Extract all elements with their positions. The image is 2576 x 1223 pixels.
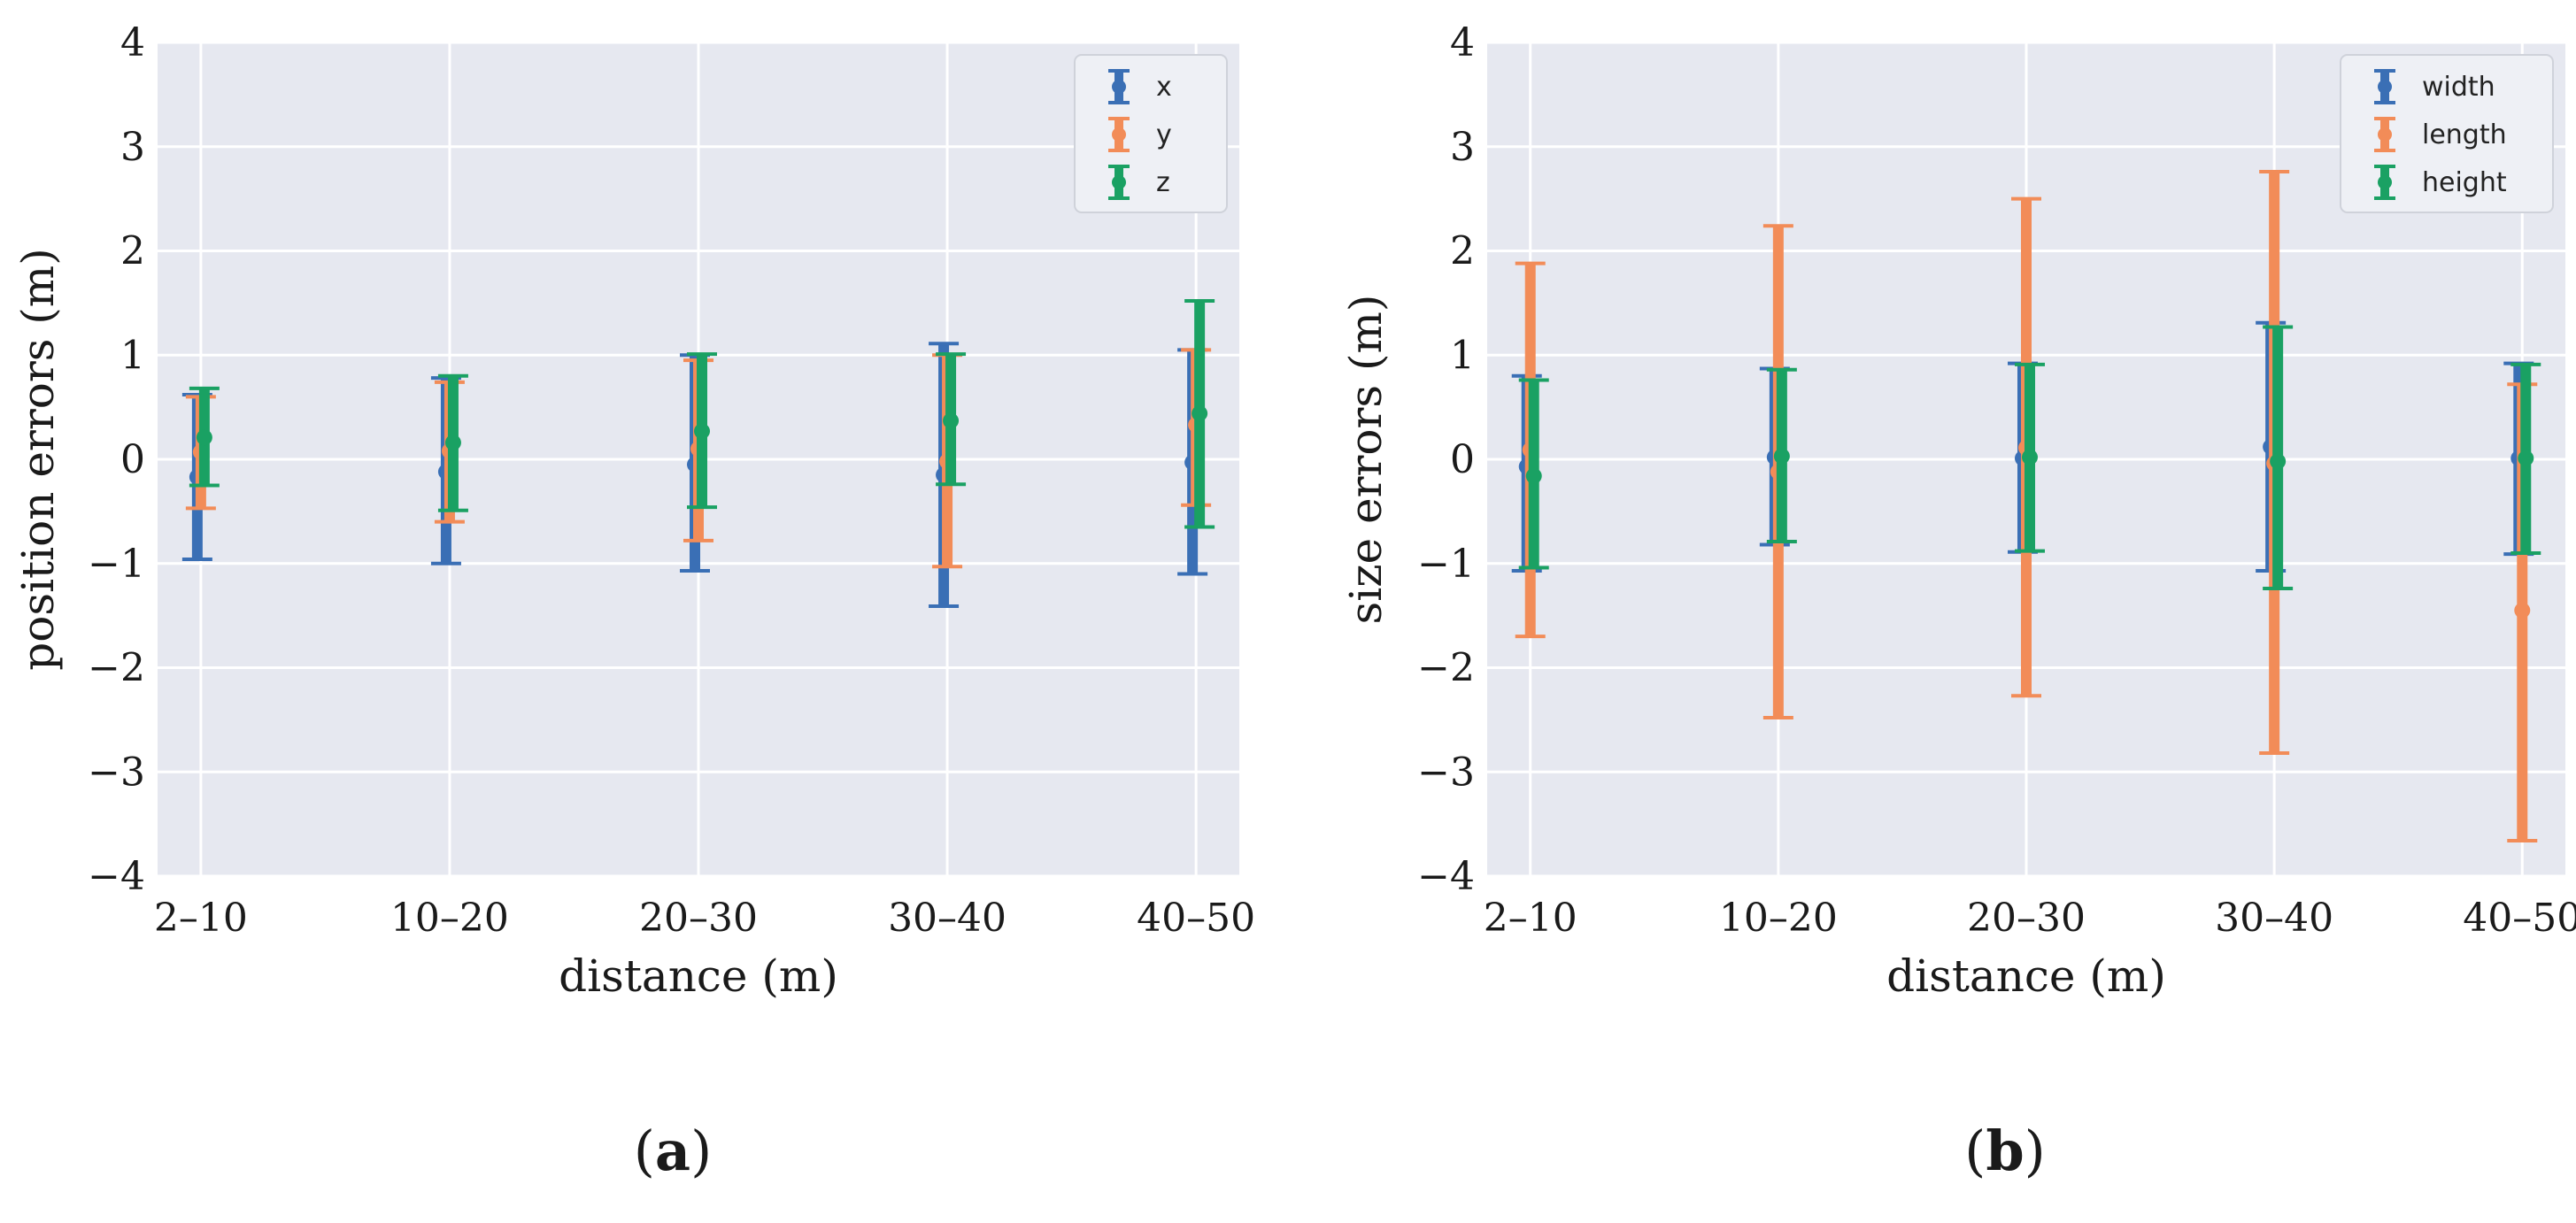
legend: xyz — [1074, 54, 1228, 213]
errorbar-z — [437, 373, 468, 512]
y-axis-label: size errors (m) — [1340, 295, 1392, 625]
legend-box — [2340, 54, 2554, 213]
y-tick-label: −2 — [1417, 646, 1475, 691]
legend-item-y: y — [1108, 117, 1172, 152]
y-tick-label: 0 — [120, 437, 145, 482]
errorbar-z — [1184, 299, 1215, 529]
y-tick-label: 1 — [120, 333, 145, 378]
data-point-z — [444, 435, 461, 451]
errorbar-z — [189, 386, 220, 488]
data-point-z — [1192, 405, 1208, 422]
y-tick-label: 2 — [120, 229, 145, 274]
legend-marker-dot — [2378, 175, 2392, 189]
errorbar-z — [687, 352, 717, 510]
data-point-height — [2022, 449, 2038, 465]
x-tick-label: 40–50 — [1137, 896, 1255, 941]
y-tick-label: −4 — [88, 854, 145, 899]
panel-a: −4 −3 −2 −1 0 1 2 3 4 2–10 10–20 20–30 30–40 40–50 dis… — [12, 20, 1255, 1183]
errorbar-height — [1766, 367, 1797, 544]
y-tick-label: −1 — [1417, 542, 1475, 587]
data-point-height — [1773, 448, 1790, 465]
y-tick-label: 2 — [1450, 229, 1475, 274]
x-tick-label: 2–10 — [1484, 896, 1577, 941]
legend-label: length — [2422, 119, 2507, 150]
data-point-height — [2270, 453, 2287, 470]
x-tick-label: 30–40 — [2215, 896, 2333, 941]
legend-marker-dot — [1112, 80, 1126, 94]
legend-label: z — [1156, 167, 1170, 198]
x-tick-label: 20–30 — [639, 896, 758, 941]
x-axis-label: distance (m) — [559, 950, 838, 1002]
errorbar-height — [1518, 378, 1549, 570]
y-tick-label: 3 — [120, 125, 145, 170]
errorbar-height — [2015, 362, 2045, 553]
x-tick-label: 30–40 — [888, 896, 1006, 941]
legend-marker-dot — [2378, 80, 2392, 94]
legend-item-height: height — [2374, 165, 2507, 200]
errorbar-z — [936, 352, 967, 487]
y-tick-label: 4 — [120, 20, 145, 65]
x-tick-label: 10–20 — [1719, 896, 1838, 941]
errorbar-height — [2510, 362, 2541, 555]
data-point-height — [1525, 467, 1542, 484]
legend-marker-dot — [1112, 175, 1126, 189]
y-tick-label: 0 — [1450, 437, 1475, 482]
legend-marker-dot — [1112, 127, 1126, 142]
legend: width length height — [2340, 54, 2554, 213]
legend-item-length: length — [2374, 117, 2507, 152]
y-tick-label: −1 — [88, 542, 145, 587]
y-tick-label: 4 — [1450, 20, 1475, 65]
panel-caption: (b) — [1964, 1119, 2046, 1183]
legend-item-width: width — [2374, 69, 2495, 104]
x-tick-label: 20–30 — [1967, 896, 2086, 941]
y-tick-label: −2 — [88, 646, 145, 691]
x-tick-label: 40–50 — [2463, 896, 2576, 941]
errorbar-height — [2263, 325, 2294, 591]
data-point-z — [943, 412, 960, 429]
legend-marker-dot — [2378, 127, 2392, 142]
legend-item-x: x — [1108, 69, 1172, 104]
legend-label: width — [2422, 72, 2495, 103]
data-point-height — [2518, 450, 2534, 466]
legend-item-z: z — [1108, 165, 1170, 200]
legend-label: y — [1156, 119, 1172, 150]
legend-label: x — [1156, 72, 1172, 103]
data-point-z — [196, 429, 212, 446]
y-tick-label: 3 — [1450, 125, 1475, 170]
legend-label: height — [2422, 167, 2507, 198]
data-point-length — [2514, 602, 2531, 619]
panel-caption: (a) — [634, 1119, 713, 1183]
y-tick-label: −3 — [88, 750, 145, 795]
y-tick-label: −3 — [1417, 750, 1475, 795]
x-axis-label: distance (m) — [1886, 950, 2166, 1002]
y-axis-label: position errors (m) — [12, 248, 64, 670]
data-point-z — [694, 423, 710, 440]
y-tick-label: −4 — [1417, 854, 1475, 899]
legend-box — [1074, 54, 1228, 213]
y-tick-label: 1 — [1450, 333, 1475, 378]
x-tick-label: 10–20 — [390, 896, 509, 941]
panel-b: −4 −3 −2 −1 0 1 2 3 4 2–10 10–20 20–30 30–40 40–50 dis… — [1340, 20, 2576, 1183]
x-tick-label: 2–10 — [154, 896, 248, 941]
